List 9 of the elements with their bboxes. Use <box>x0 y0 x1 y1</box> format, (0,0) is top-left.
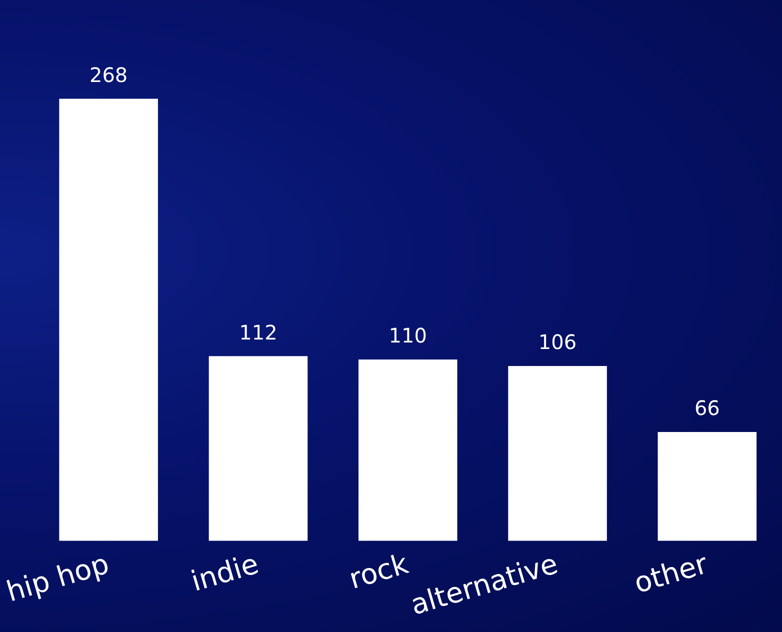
x-tick-label: rock <box>345 546 413 596</box>
data-label: 112 <box>239 320 278 344</box>
data-label: 268 <box>89 62 128 87</box>
x-tick-label: indie <box>187 547 262 598</box>
data-label: 66 <box>694 396 720 420</box>
x-tick-label: other <box>630 546 712 600</box>
data-label: 110 <box>388 324 427 348</box>
x-tick-label: hip hop <box>2 547 113 608</box>
data-label: 106 <box>538 330 577 354</box>
